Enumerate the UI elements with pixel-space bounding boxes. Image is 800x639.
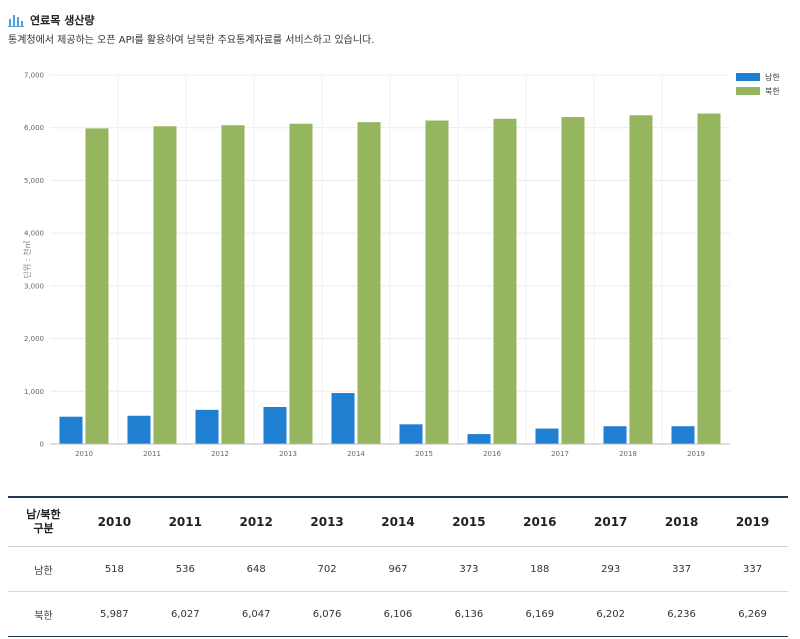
header-year-cell: 2015 bbox=[433, 497, 505, 547]
table-cell: 6,269 bbox=[717, 591, 788, 637]
x-tick-label: 2010 bbox=[75, 450, 93, 458]
data-table: 남/북한 구분 2010 2011 2012 2013 2014 2015 2016 2017… bbox=[8, 496, 788, 637]
header-category-cell: 남/북한 구분 bbox=[8, 497, 79, 547]
y-tick-label: 5,000 bbox=[24, 177, 44, 185]
x-tick-label: 2011 bbox=[143, 450, 161, 458]
table-cell: 6,136 bbox=[433, 591, 505, 637]
table-cell: 337 bbox=[717, 546, 788, 592]
bar-south bbox=[59, 416, 83, 444]
page-title: 연료목 생산량 bbox=[30, 14, 95, 27]
legend-swatch bbox=[736, 87, 760, 95]
table-cell: 648 bbox=[220, 546, 292, 592]
row-label-cell: 북한 bbox=[8, 591, 79, 637]
x-tick-label: 2016 bbox=[483, 450, 501, 458]
page-header: 연료목 생산량 통계청에서 제공하는 오픈 API를 활용하여 남북한 주요통계… bbox=[8, 12, 788, 46]
legend-label: 남한 bbox=[765, 73, 780, 82]
x-tick-label: 2015 bbox=[415, 450, 433, 458]
bar-chart-icon bbox=[8, 15, 24, 27]
x-tick-label: 2019 bbox=[687, 450, 705, 458]
row-label-cell: 남한 bbox=[8, 546, 79, 592]
table-cell: 5,987 bbox=[78, 591, 150, 637]
bar-south bbox=[331, 393, 355, 444]
bar-south bbox=[263, 406, 287, 444]
title-row: 연료목 생산량 bbox=[8, 12, 788, 28]
data-table-wrap: 남/북한 구분 2010 2011 2012 2013 2014 2015 2016 2017… bbox=[8, 496, 788, 637]
header-year-cell: 2017 bbox=[575, 497, 647, 547]
table-body: 남한 518 536 648 702 967 373 188 293 337 337 북한 5,987 6… bbox=[8, 546, 788, 637]
header-year-cell: 2012 bbox=[220, 497, 292, 547]
bar-north bbox=[493, 118, 517, 444]
y-tick-label: 7,000 bbox=[24, 72, 44, 80]
x-tick-label: 2014 bbox=[347, 450, 365, 458]
table-cell: 293 bbox=[575, 546, 647, 592]
table-cell: 6,106 bbox=[362, 591, 434, 637]
x-tick-label: 2012 bbox=[211, 450, 229, 458]
bar-north bbox=[153, 126, 177, 444]
bar-north bbox=[629, 115, 653, 444]
header-year-cell: 2016 bbox=[504, 497, 576, 547]
header-category-line2: 구분 bbox=[33, 522, 54, 535]
bar-south bbox=[467, 434, 491, 444]
bar-north bbox=[221, 125, 245, 444]
table-cell: 188 bbox=[504, 546, 576, 592]
x-tick-label: 2013 bbox=[279, 450, 297, 458]
x-tick-label: 2018 bbox=[619, 450, 637, 458]
bar-north bbox=[289, 123, 313, 444]
bar-north bbox=[85, 128, 109, 444]
header-year-cell: 2014 bbox=[362, 497, 434, 547]
y-tick-label: 1,000 bbox=[24, 388, 44, 396]
y-tick-label: 4,000 bbox=[24, 230, 44, 238]
bar-south bbox=[399, 424, 423, 444]
bar-north bbox=[425, 120, 449, 445]
table-cell: 518 bbox=[78, 546, 150, 592]
header-year-cell: 2019 bbox=[717, 497, 788, 547]
table-header-row: 남/북한 구분 2010 2011 2012 2013 2014 2015 2016 2017… bbox=[8, 497, 788, 547]
table-cell: 6,047 bbox=[220, 591, 292, 637]
bar-north bbox=[697, 113, 721, 444]
header-category-line1: 남/북한 bbox=[26, 508, 61, 521]
table-row: 북한 5,987 6,027 6,047 6,076 6,106 6,136 6,169 6,2… bbox=[8, 591, 788, 637]
bar-south bbox=[603, 426, 627, 444]
bar-north bbox=[357, 122, 381, 444]
header-year-cell: 2010 bbox=[78, 497, 150, 547]
bar-south bbox=[195, 409, 219, 444]
y-tick-label: 3,000 bbox=[24, 282, 44, 290]
table-cell: 6,202 bbox=[575, 591, 647, 637]
page-subtitle: 통계청에서 제공하는 오픈 API를 활용하여 남북한 주요통계자료를 서비스하… bbox=[8, 35, 375, 46]
bar-north bbox=[561, 117, 585, 445]
table-cell: 6,027 bbox=[149, 591, 221, 637]
bar-chart: 0 1,000 2,000 3,000 4,000 5,000 6,000 7,000 단위 :… bbox=[22, 72, 780, 459]
y-axis-title: 단위 : 천㎥ bbox=[22, 241, 32, 279]
y-tick-label: 2,000 bbox=[24, 335, 44, 343]
table-cell: 6,169 bbox=[504, 591, 576, 637]
table-row: 남한 518 536 648 702 967 373 188 293 337 337 bbox=[8, 546, 788, 592]
bar-south bbox=[127, 415, 151, 444]
table-cell: 373 bbox=[433, 546, 505, 592]
y-tick-label: 0 bbox=[40, 441, 44, 449]
chart-area: 0 1,000 2,000 3,000 4,000 5,000 6,000 7,000 단위 :… bbox=[0, 60, 800, 465]
table-cell: 337 bbox=[646, 546, 718, 592]
bar-south bbox=[671, 426, 695, 444]
legend-swatch bbox=[736, 73, 760, 81]
table-cell: 967 bbox=[362, 546, 434, 592]
table-cell: 702 bbox=[291, 546, 363, 592]
bar-south bbox=[535, 428, 559, 444]
legend-label: 북한 bbox=[765, 87, 780, 96]
header-year-cell: 2018 bbox=[646, 497, 718, 547]
table-cell: 536 bbox=[149, 546, 221, 592]
header-year-cell: 2013 bbox=[291, 497, 363, 547]
table-cell: 6,236 bbox=[646, 591, 718, 637]
header-year-cell: 2011 bbox=[149, 497, 221, 547]
y-tick-label: 6,000 bbox=[24, 124, 44, 132]
table-cell: 6,076 bbox=[291, 591, 363, 637]
x-tick-label: 2017 bbox=[551, 450, 569, 458]
